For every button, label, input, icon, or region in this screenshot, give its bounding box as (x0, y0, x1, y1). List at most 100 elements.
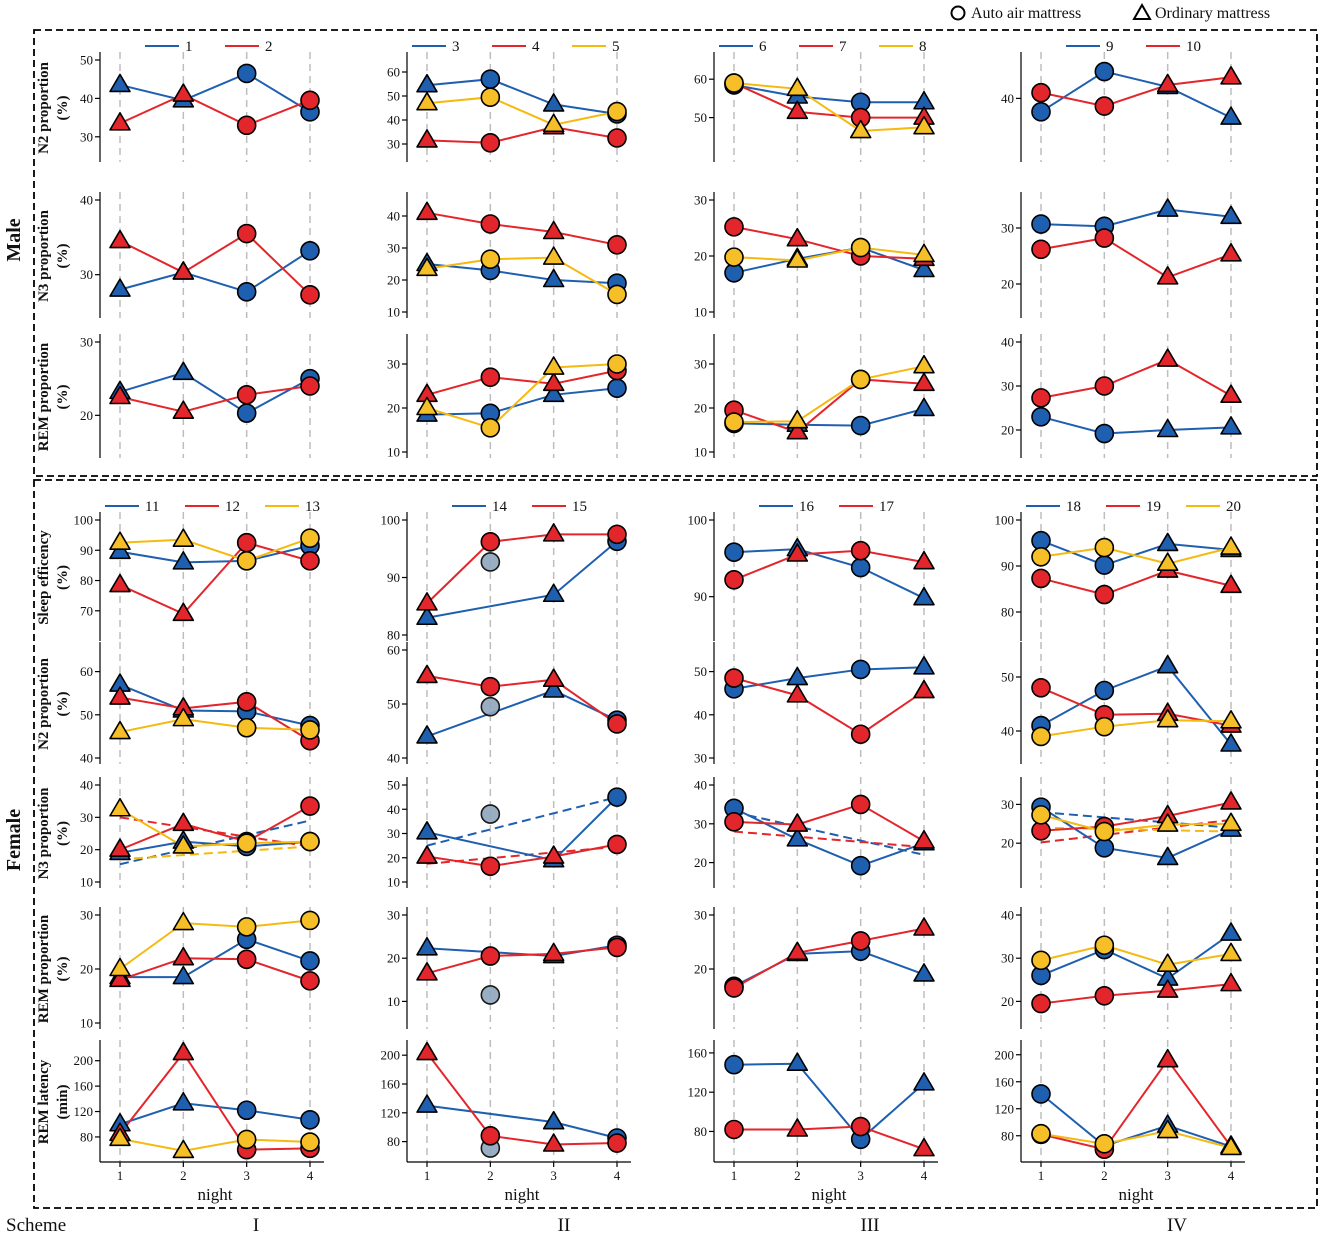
y-axis-unit: (%) (55, 692, 71, 717)
point-11-night-4 (300, 1109, 320, 1130)
point-5-night-2 (480, 87, 501, 107)
point-3-night-1 (416, 73, 438, 93)
legend-label-12: 12 (225, 499, 240, 515)
y-tick-label: 200 (74, 1053, 94, 1068)
y-tick-label: 20 (80, 962, 93, 977)
scheme-II-label: II (558, 1215, 571, 1236)
point-20-night-2 (1094, 716, 1115, 737)
series-line-11 (119, 1102, 311, 1126)
legend-label-19: 19 (1146, 499, 1161, 515)
y-tick-label: 80 (387, 628, 400, 643)
point-8-night-4 (913, 354, 935, 374)
legend-label-15: 15 (572, 499, 587, 515)
x-tick-label: 1 (424, 1168, 431, 1183)
y-tick-label: 10 (694, 305, 707, 320)
point-9-night-3 (1156, 418, 1179, 438)
point-20-night-2 (1094, 821, 1115, 842)
y-tick-label: 100 (381, 513, 401, 528)
point-8-night-4 (913, 243, 935, 263)
series-line-8 (733, 82, 925, 133)
y-tick-label: 100 (995, 513, 1015, 528)
panel-female-I-7: 10 20 30 REM proportion (%) (36, 907, 320, 1031)
point-14-night-1 (416, 725, 438, 744)
point-13-night-3 (236, 833, 257, 854)
point-8-night-2 (786, 77, 809, 97)
point-12-night-3 (236, 949, 257, 970)
series-line-18 (1040, 1093, 1232, 1148)
female-group-box (33, 479, 1318, 1209)
point-17-night-1 (724, 812, 744, 832)
point-4-night-3 (542, 220, 565, 240)
y-tick-label: 20 (387, 850, 400, 865)
point-9-night-4 (1220, 106, 1242, 125)
point-19-night-3 (1156, 1048, 1179, 1068)
point-3-night-3 (542, 383, 565, 403)
y-tick-label: 30 (387, 241, 400, 256)
point-9-night-1 (1031, 214, 1051, 234)
point-20-night-4 (1220, 942, 1242, 962)
series-line-4 (426, 126, 618, 144)
panel-female-IV-4: 80 90 100 18 19 20 (995, 499, 1242, 641)
legend-label-3: 3 (452, 39, 460, 55)
y-tick-label: 40 (80, 193, 93, 208)
scheme-IV-label: IV (1167, 1215, 1187, 1236)
y-tick-label: 120 (74, 1104, 94, 1119)
point-5-night-3 (542, 113, 565, 133)
point-17-night-2 (786, 941, 809, 961)
point-20-night-1 (1031, 950, 1051, 971)
point-10-night-4 (1220, 243, 1242, 262)
point-20-night-3 (1156, 813, 1179, 832)
point-15-night-3 (542, 1133, 565, 1152)
y-tick-label: 40 (387, 802, 400, 817)
series-line-9 (1040, 70, 1232, 119)
point-4-night-4 (607, 128, 627, 148)
point-1-night-3 (236, 282, 257, 302)
point-15-night-3 (542, 942, 565, 962)
point-17-night-3 (850, 540, 871, 561)
point-4-night-2 (480, 133, 501, 153)
panel-male-II-3: 10 20 30 (387, 334, 627, 460)
series-line-14 (426, 540, 618, 619)
x-axis-label: night (198, 1185, 233, 1204)
y-tick-label: 20 (694, 401, 707, 416)
point-20-night-1 (1031, 1123, 1051, 1144)
y-tick-label: 20 (694, 962, 707, 977)
y-axis-unit: (%) (55, 957, 71, 982)
ordinary-mattress-legend-icon (1132, 2, 1152, 20)
point-17-night-3 (850, 724, 871, 745)
point-5-night-1 (416, 91, 438, 111)
point-15-night-3 (542, 523, 565, 542)
y-tick-label: 20 (80, 408, 93, 423)
point-4-night-2 (480, 367, 501, 388)
point-5-night-3 (542, 356, 565, 375)
point-17-night-2 (786, 684, 809, 703)
point-8-night-3 (850, 369, 871, 390)
series-line-18 (1040, 806, 1232, 859)
point-2-night-3 (236, 223, 257, 244)
point-18-night-1 (1031, 1084, 1051, 1104)
point-19-night-1 (1031, 568, 1051, 589)
series-line-2 (119, 93, 311, 127)
point-19-night-1 (1031, 677, 1051, 698)
point-15-night-3 (542, 845, 565, 864)
point-6-night-3 (850, 415, 871, 436)
y-axis-label: N2 proportion (36, 61, 52, 153)
point-3-night-2 (480, 69, 501, 89)
series-line-12 (119, 957, 311, 982)
y-tick-label: 30 (80, 129, 93, 144)
point-16-night-3 (850, 659, 871, 680)
point-2-night-2 (172, 261, 195, 280)
point-16-night-4 (913, 1072, 935, 1091)
y-tick-label: 50 (694, 664, 707, 679)
legend-label-9: 9 (1106, 39, 1114, 55)
y-axis-label: REM proportion (36, 342, 52, 451)
point-13-night-1 (109, 1127, 131, 1147)
y-tick-label: 50 (387, 778, 400, 793)
series-line-2 (119, 232, 311, 296)
point-15-night-3 (542, 668, 565, 688)
series-line-5 (426, 256, 618, 296)
y-tick-label: 30 (694, 816, 707, 831)
series-line-7 (733, 82, 924, 119)
